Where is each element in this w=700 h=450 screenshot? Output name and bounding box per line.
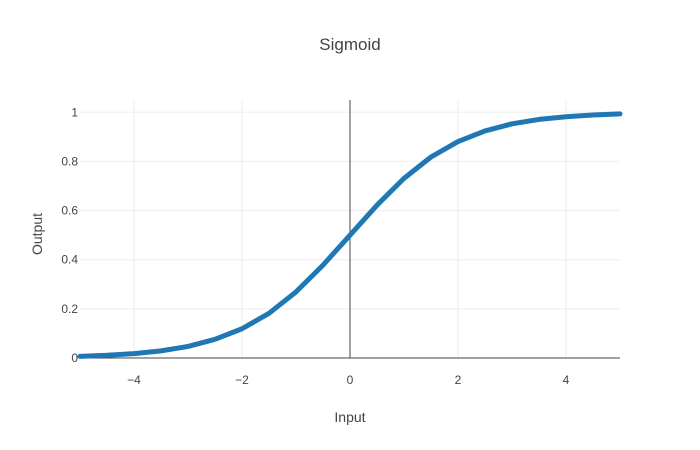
y-tick-label: 0.2 [61,302,78,316]
y-tick-label: 0.8 [61,154,78,168]
y-tick-label: 0.4 [61,253,78,267]
x-axis-title: Input [334,409,365,425]
x-tick-label: −2 [235,373,249,387]
x-tick-label: 0 [347,373,354,387]
chart-title: Sigmoid [319,35,380,54]
axis-layer [80,100,620,359]
series-layer [77,111,623,359]
y-tick-label: 0.6 [61,204,78,218]
series-line-0 [77,111,623,359]
y-tick-label: 0 [71,351,78,365]
y-axis-title: Output [29,213,45,255]
x-tick-label: 2 [455,373,462,387]
x-tick-label: 4 [563,373,570,387]
tick-label-layer: −4 −2 0 2 4 0 0.2 0.4 0.6 0.8 1 [61,105,569,387]
y-tick-label: 1 [71,105,78,119]
x-tick-label: −4 [127,373,141,387]
